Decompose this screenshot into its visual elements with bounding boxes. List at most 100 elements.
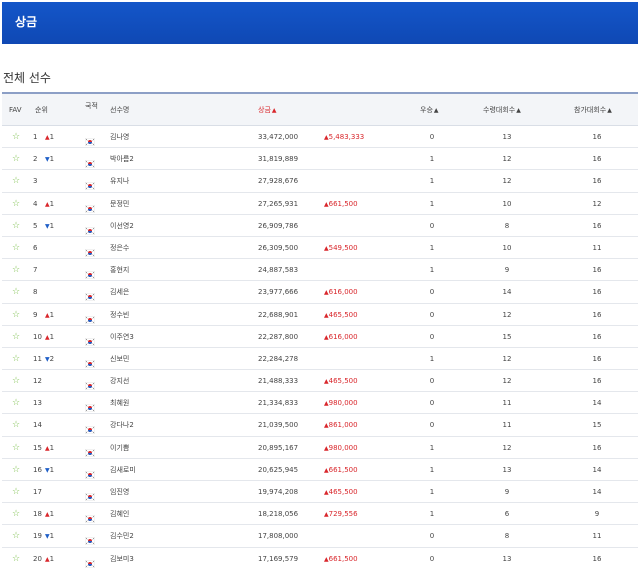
entered-events-count: 14 bbox=[592, 465, 602, 474]
player-name[interactable]: 임진영 bbox=[110, 488, 130, 496]
player-name[interactable]: 최혜원 bbox=[110, 399, 130, 408]
rank-up-icon: ▲ bbox=[45, 333, 50, 341]
rank-up-icon: ▲ bbox=[45, 511, 50, 519]
page-header: 상금 bbox=[2, 2, 638, 44]
prize-ranking-table: FAV 순위 국적 선수명 상금▲ 우승▲ 수령대회수▲ 참가대회수▲ ☆ 1 ▲1… bbox=[2, 92, 638, 569]
favorite-star-icon[interactable]: ☆ bbox=[12, 220, 21, 231]
player-name[interactable]: 유지나 bbox=[110, 177, 130, 186]
wins-count: 0 bbox=[429, 399, 435, 408]
rank-change: 1 bbox=[49, 221, 55, 230]
prize-increase-value: 661,500 bbox=[328, 554, 358, 563]
player-name[interactable]: 김혜인 bbox=[110, 510, 130, 519]
entered-events-count: 16 bbox=[592, 377, 602, 386]
entered-events-count: 16 bbox=[592, 332, 602, 341]
player-name[interactable]: 김수민2 bbox=[110, 532, 134, 541]
favorite-star-icon[interactable]: ☆ bbox=[12, 420, 21, 431]
paid-events-count: 15 bbox=[502, 332, 512, 341]
entered-events-count: 16 bbox=[592, 288, 602, 297]
favorite-star-icon[interactable]: ☆ bbox=[12, 132, 21, 142]
wins-count: 1 bbox=[429, 510, 435, 519]
table-row: ☆ 16 ▼1 김새로미 20,625,945 ▲661,500 1 13 14 bbox=[2, 459, 638, 481]
korea-flag-icon bbox=[84, 200, 96, 213]
favorite-star-icon[interactable]: ☆ bbox=[12, 464, 21, 475]
player-name[interactable]: 정수빈 bbox=[110, 310, 130, 319]
wins-count: 1 bbox=[429, 443, 435, 452]
table-row: ☆ 3 유지나 27,928,676 1 12 16 bbox=[2, 170, 638, 193]
paid-events-count: 12 bbox=[502, 177, 512, 186]
player-name[interactable]: 신보민 bbox=[110, 354, 130, 363]
player-name[interactable]: 강다나2 bbox=[110, 421, 134, 430]
prize-amount: 26,309,500 bbox=[258, 243, 299, 252]
favorite-star-icon[interactable]: ☆ bbox=[12, 487, 21, 497]
wins-count: 0 bbox=[429, 554, 435, 563]
favorite-star-icon[interactable]: ☆ bbox=[12, 309, 21, 320]
rank-value: 11 bbox=[33, 354, 42, 363]
favorite-star-icon[interactable]: ☆ bbox=[12, 176, 21, 187]
player-name[interactable]: 강지선 bbox=[110, 377, 130, 386]
player-name[interactable]: 문정민 bbox=[110, 199, 130, 208]
player-name[interactable]: 이선영2 bbox=[110, 221, 134, 230]
player-name[interactable]: 박아름2 bbox=[110, 155, 134, 164]
entered-events-count: 16 bbox=[592, 354, 602, 363]
prize-increase: ▲729,556 bbox=[324, 503, 358, 525]
favorite-star-icon[interactable]: ☆ bbox=[12, 509, 21, 520]
player-name[interactable]: 김보미3 bbox=[110, 554, 134, 563]
rank-change-indicator: ▼1 bbox=[45, 459, 54, 481]
prize-increase-value: 980,000 bbox=[328, 399, 358, 408]
favorite-star-icon[interactable]: ☆ bbox=[12, 154, 21, 165]
increase-up-icon: ▲ bbox=[324, 444, 329, 452]
player-name[interactable]: 이주연3 bbox=[110, 332, 134, 341]
paid-events-count: 12 bbox=[502, 155, 512, 164]
rank-down-icon: ▼ bbox=[45, 222, 50, 230]
korea-flag-icon bbox=[84, 510, 96, 524]
column-wins[interactable]: 우승▲ bbox=[420, 94, 439, 126]
wins-count: 1 bbox=[429, 266, 435, 275]
rank-change-indicator: ▲1 bbox=[45, 193, 54, 215]
player-name[interactable]: 김새로미 bbox=[110, 465, 136, 474]
rank-change-indicator: ▲1 bbox=[45, 503, 54, 525]
column-wins-label: 우승 bbox=[420, 106, 433, 114]
prize-increase: ▲465,500 bbox=[324, 481, 358, 503]
favorite-star-icon[interactable]: ☆ bbox=[12, 398, 21, 409]
column-entered[interactable]: 참가대회수▲ bbox=[574, 94, 612, 126]
increase-up-icon: ▲ bbox=[324, 466, 329, 474]
favorite-star-icon[interactable]: ☆ bbox=[12, 353, 21, 364]
player-name[interactable]: 김세은 bbox=[110, 288, 130, 297]
favorite-star-icon[interactable]: ☆ bbox=[12, 531, 21, 542]
prize-amount: 17,169,579 bbox=[258, 554, 299, 563]
player-name[interactable]: 이기쁨 bbox=[110, 443, 130, 452]
entered-events-count: 16 bbox=[592, 155, 602, 164]
wins-count: 1 bbox=[429, 177, 435, 186]
prize-increase-value: 465,500 bbox=[328, 377, 358, 386]
prize-increase: ▲616,000 bbox=[324, 326, 358, 348]
paid-events-count: 13 bbox=[502, 133, 512, 141]
prize-increase-value: 616,000 bbox=[328, 288, 358, 297]
favorite-star-icon[interactable]: ☆ bbox=[12, 442, 21, 453]
rank-change: 1 bbox=[49, 332, 55, 341]
favorite-star-icon[interactable]: ☆ bbox=[12, 287, 21, 298]
favorite-star-icon[interactable]: ☆ bbox=[12, 376, 21, 387]
column-rank[interactable]: 순위 bbox=[35, 106, 48, 114]
favorite-star-icon[interactable]: ☆ bbox=[12, 198, 21, 209]
paid-events-count: 12 bbox=[502, 310, 512, 319]
sort-asc-icon: ▲ bbox=[271, 107, 277, 114]
table-row: ☆ 17 임진영 19,974,208 ▲465,500 1 9 14 bbox=[2, 481, 638, 504]
favorite-star-icon[interactable]: ☆ bbox=[12, 265, 21, 276]
column-played[interactable]: 수령대회수▲ bbox=[483, 94, 521, 126]
entered-events-count: 11 bbox=[592, 243, 602, 252]
favorite-star-icon[interactable]: ☆ bbox=[12, 331, 21, 342]
column-prize[interactable]: 상금▲ bbox=[258, 94, 277, 126]
prize-amount: 21,488,333 bbox=[258, 377, 299, 386]
player-name[interactable]: 정은수 bbox=[110, 243, 130, 252]
favorite-star-icon[interactable]: ☆ bbox=[12, 242, 21, 253]
favorite-star-icon[interactable]: ☆ bbox=[12, 553, 21, 564]
paid-events-count: 10 bbox=[502, 199, 512, 208]
sort-asc-icon: ▲ bbox=[433, 107, 439, 114]
increase-up-icon: ▲ bbox=[324, 511, 329, 519]
player-name[interactable]: 홍현지 bbox=[110, 266, 130, 275]
player-name[interactable]: 김나영 bbox=[110, 133, 130, 141]
prize-increase: ▲661,500 bbox=[324, 548, 358, 569]
rank-value: 6 bbox=[33, 243, 38, 252]
korea-flag-icon bbox=[84, 555, 96, 568]
prize-amount: 27,265,931 bbox=[258, 199, 299, 208]
